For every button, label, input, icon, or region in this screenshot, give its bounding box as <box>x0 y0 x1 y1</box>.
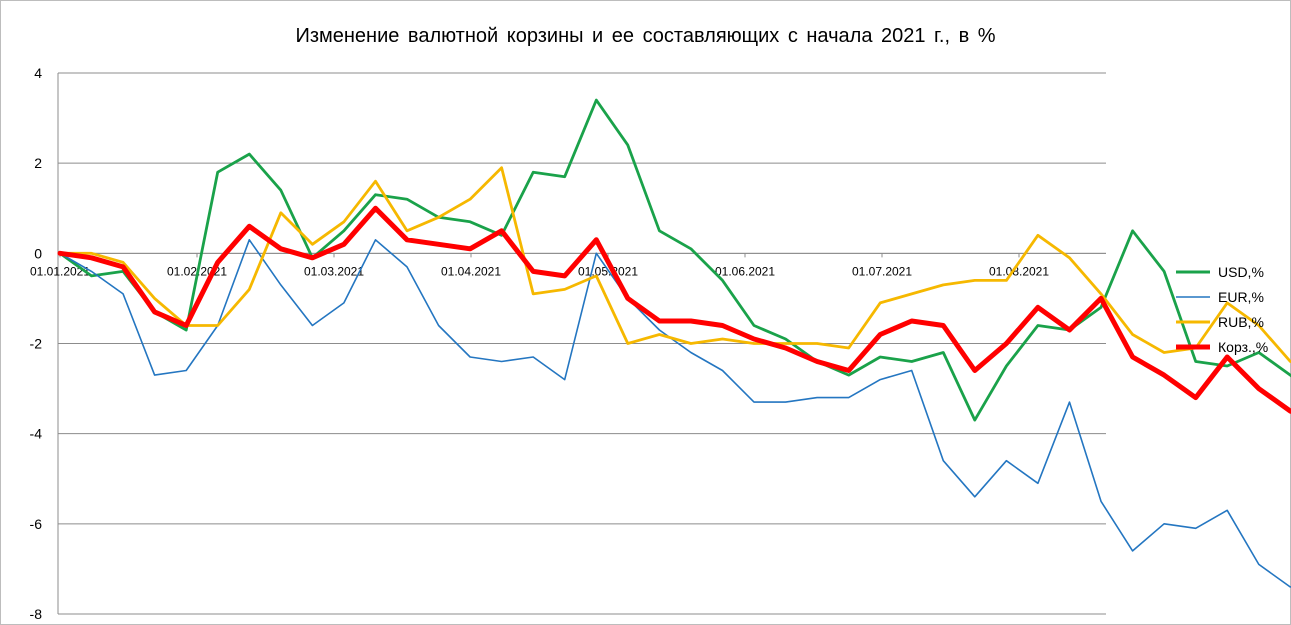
x-tick-label: 01.03.2021 <box>304 264 364 278</box>
series-line <box>58 166 1291 364</box>
x-tick-label: 01.08.2021 <box>989 264 1049 278</box>
series-line <box>57 205 1291 414</box>
y-tick-label: -8 <box>30 606 43 622</box>
legend-label: USD,% <box>1218 264 1264 280</box>
x-tick-label: 01.07.2021 <box>852 264 912 278</box>
y-tick-label: -4 <box>30 426 43 442</box>
x-tick-label: 01.04.2021 <box>441 264 501 278</box>
y-tick-label: -2 <box>30 336 43 352</box>
legend-label: RUB,% <box>1218 314 1264 330</box>
chart-title: Изменение валютной корзины и ее составля… <box>295 25 996 47</box>
x-tick-label: 01.01.2021 <box>30 264 90 278</box>
y-tick-label: 0 <box>34 245 42 261</box>
y-tick-label: 2 <box>34 155 42 171</box>
series-line <box>58 98 1291 422</box>
x-tick-label: 01.06.2021 <box>715 264 775 278</box>
legend-label: Корз.,% <box>1218 339 1268 355</box>
y-tick-label: -6 <box>30 516 43 532</box>
series-line <box>59 239 1291 588</box>
legend-label: EUR,% <box>1218 289 1264 305</box>
y-tick-label: 4 <box>34 65 42 81</box>
